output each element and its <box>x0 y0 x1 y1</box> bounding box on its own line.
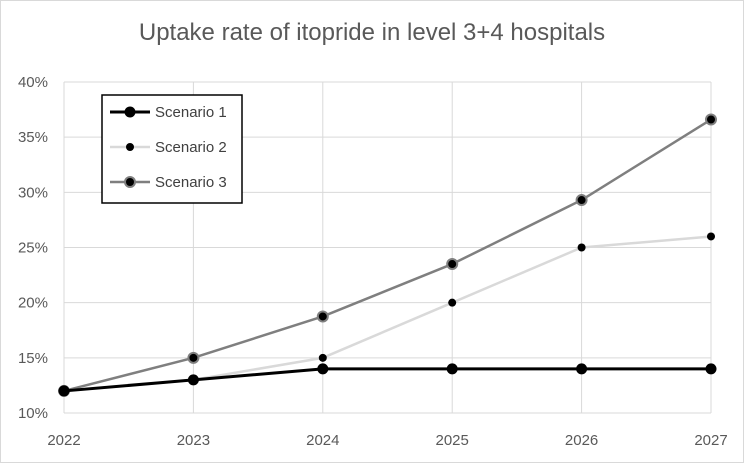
data-point-s3 <box>187 351 200 364</box>
x-tick-label: 2027 <box>694 432 727 449</box>
legend-label-1: Scenario 1 <box>155 104 227 121</box>
data-point-s1 <box>446 363 458 375</box>
y-tick-label: 30% <box>18 184 48 201</box>
y-tick-label: 15% <box>18 350 48 367</box>
x-tick-label: 2023 <box>177 432 210 449</box>
series-line-3 <box>63 118 712 393</box>
legend-label-3: Scenario 3 <box>155 174 227 191</box>
x-tick-label: 2022 <box>47 432 80 449</box>
data-point-s2 <box>577 243 586 252</box>
series-line-1 <box>63 367 711 393</box>
y-tick-label: 10% <box>18 405 48 422</box>
data-point-s2 <box>448 298 457 307</box>
legend-marker-1 <box>124 106 136 118</box>
data-point-s3 <box>575 194 588 207</box>
legend-marker-2 <box>126 143 134 151</box>
y-tick-label: 40% <box>18 74 48 91</box>
data-point-s1 <box>317 363 329 375</box>
chart-title: Uptake rate of itopride in level 3+4 hos… <box>138 19 606 46</box>
data-point-s1 <box>576 363 588 375</box>
x-tick-label: 2024 <box>306 432 339 449</box>
data-point-s3 <box>316 310 329 323</box>
data-point-s2 <box>707 232 715 241</box>
data-point-s1 <box>705 363 717 375</box>
x-tick-label: 2025 <box>436 432 469 449</box>
data-point-s3 <box>446 258 459 271</box>
y-tick-label: 25% <box>18 240 48 257</box>
x-tick-label: 2026 <box>565 432 598 449</box>
data-point-s1 <box>58 385 70 397</box>
legend-marker-3 <box>124 176 136 188</box>
data-point-s2 <box>318 353 327 362</box>
data-point-s3 <box>705 113 717 126</box>
data-point-s1 <box>187 374 199 386</box>
y-tick-label: 20% <box>18 295 48 312</box>
legend-label-2: Scenario 2 <box>155 139 227 156</box>
y-tick-label: 35% <box>18 129 48 146</box>
